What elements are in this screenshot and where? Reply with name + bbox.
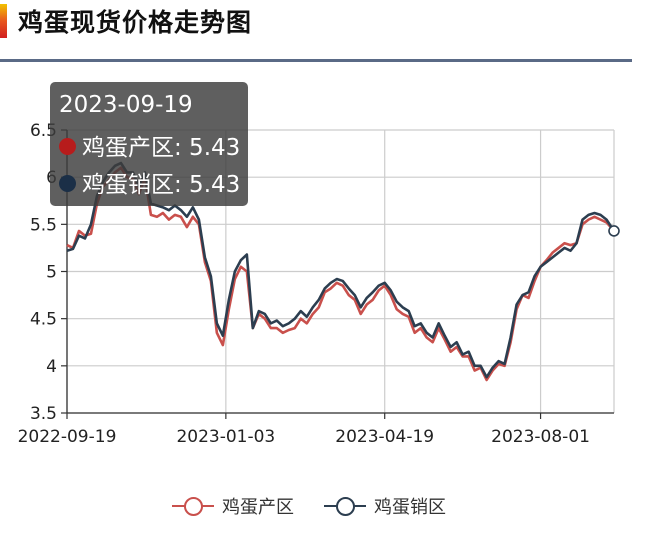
y-tick-label: 4 xyxy=(46,357,57,377)
x-tick-label: 2022-09-19 xyxy=(18,427,117,447)
legend-item-producing[interactable]: 鸡蛋产区 xyxy=(172,493,294,519)
tooltip-row-selling: 鸡蛋销区: 5.43 xyxy=(59,165,240,199)
tooltip-row-label: 鸡蛋销区: 5.43 xyxy=(82,172,241,198)
chart-tooltip: 2023-09-19 鸡蛋产区: 5.43 鸡蛋销区: 5.43 xyxy=(50,82,248,206)
tooltip-series-dot-icon xyxy=(59,175,76,192)
legend-label: 鸡蛋销区 xyxy=(374,497,446,518)
tooltip-date: 2023-09-19 xyxy=(59,92,193,118)
hover-point-marker xyxy=(608,225,620,237)
chart-legend: 鸡蛋产区 鸡蛋销区 xyxy=(0,493,660,519)
chart-header: 鸡蛋现货价格走势图 xyxy=(0,0,660,62)
x-tick-label: 2023-08-01 xyxy=(491,427,590,447)
title-divider xyxy=(0,59,632,62)
x-axis-labels: 2022-09-19 2023-01-03 2023-04-19 2023-08-01 xyxy=(18,427,590,447)
y-tick-label: 5.5 xyxy=(30,215,57,235)
legend-label: 鸡蛋产区 xyxy=(222,497,294,518)
title-accent-bar xyxy=(0,4,7,38)
legend-line-circle-icon xyxy=(324,493,366,519)
tooltip-row-label: 鸡蛋产区: 5.43 xyxy=(82,135,241,161)
y-tick-label: 4.5 xyxy=(30,310,57,330)
chart-title: 鸡蛋现货价格走势图 xyxy=(18,8,253,37)
y-tick-label: 5 xyxy=(46,263,57,283)
tooltip-series-dot-icon xyxy=(59,138,76,155)
x-tick-label: 2023-01-03 xyxy=(176,427,275,447)
tooltip-row-producing: 鸡蛋产区: 5.43 xyxy=(59,128,240,162)
x-tick-label: 2023-04-19 xyxy=(335,427,434,447)
y-tick-label: 3.5 xyxy=(30,404,57,424)
legend-item-selling[interactable]: 鸡蛋销区 xyxy=(324,493,446,519)
hover-markers xyxy=(608,225,620,237)
legend-line-circle-icon xyxy=(172,493,214,519)
